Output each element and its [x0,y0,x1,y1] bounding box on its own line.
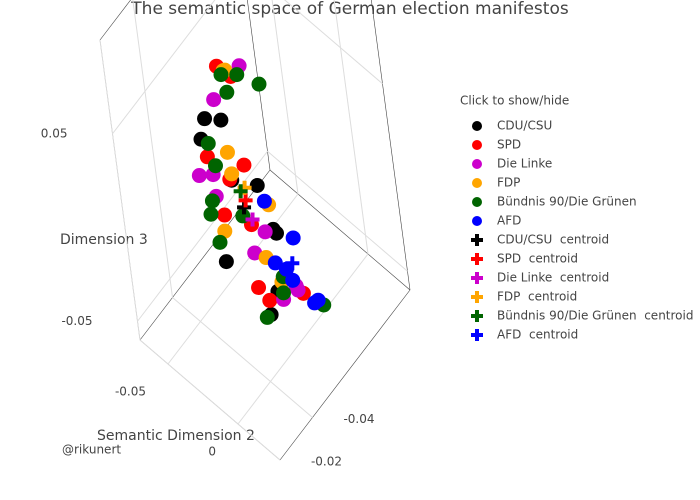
point [285,230,301,246]
grid-line [271,0,299,195]
y-tick-label: -0.04 [343,412,374,426]
legend-label[interactable]: SPD [497,138,521,152]
axis-edge [371,0,411,291]
point [247,245,263,261]
point [213,112,229,128]
centroid-marker [233,184,248,199]
point [213,67,229,83]
legend-symbol[interactable] [472,216,482,226]
point [197,111,213,127]
point [267,255,283,271]
point [217,223,233,239]
point [285,272,301,288]
x-tick-label: 0 [208,445,216,459]
point [257,224,273,240]
point [262,292,278,308]
legend-label[interactable]: Die Linke centroid [497,271,609,285]
legend-label[interactable]: AFD [497,214,521,228]
point [212,234,228,250]
grid-line [267,150,408,272]
point [219,84,235,100]
grid-line [112,0,216,135]
grid-line [99,39,141,341]
legend-label[interactable]: AFD centroid [497,328,578,342]
legend-symbol[interactable] [471,310,483,322]
grid-line [237,253,369,425]
z-axis-title: Dimension 3 [60,232,148,248]
legend-label[interactable]: FDP [497,176,520,190]
centroid-marker [238,193,253,208]
legend-label[interactable]: Bündnis 90/Die Grünen [497,195,637,209]
z-tick-label: 0.05 [41,126,68,140]
legend-symbol[interactable] [471,234,483,246]
centroid-marker [237,180,252,195]
centroid-marker [245,212,260,227]
point [208,158,223,174]
point [203,206,219,222]
grid-line [132,0,173,298]
legend-symbol[interactable] [471,291,483,303]
point [224,166,240,182]
point [236,157,252,173]
point [204,193,220,209]
point [256,193,272,209]
legend-label[interactable]: Bündnis 90/Die Grünen centroid [497,309,693,323]
grid-line [333,0,369,255]
grid-line [139,339,281,461]
legend-symbol[interactable] [472,197,482,207]
grid-line [284,0,383,85]
credit: @rikunert [62,443,121,457]
y-tick-label: -0.02 [311,455,342,469]
chart-title: The semantic space of German election ma… [130,0,569,19]
point [200,136,216,151]
legend-symbol[interactable] [471,329,483,341]
centroid-marker [285,256,300,271]
x-tick-label: -0.05 [115,385,146,399]
legend-label[interactable]: SPD centroid [497,252,578,266]
legend-symbol[interactable] [472,159,482,169]
legend-label[interactable]: FDP centroid [497,290,577,304]
legend-label[interactable]: CDU/CSU centroid [497,233,609,247]
point [310,292,326,308]
point [251,280,267,296]
point [276,285,291,301]
point [251,76,267,92]
axis-edge [247,0,271,171]
legend-symbol[interactable] [471,272,483,284]
legend-label[interactable]: Die Linke [497,157,552,171]
axis-edge [99,0,131,41]
point [218,254,234,270]
point [229,67,245,83]
legend-symbol[interactable] [472,121,482,131]
grid-line [137,150,268,322]
x-axis-title: Semantic Dimension 2 [97,428,255,444]
point [259,309,275,325]
point [217,207,233,223]
point [278,261,294,277]
legend-label[interactable]: CDU/CSU [497,119,552,133]
point [191,168,207,184]
axis-edge [139,169,271,341]
grid-line [172,297,313,418]
point [249,178,265,193]
z-tick-label: -0.05 [61,314,92,328]
legend-symbol[interactable] [472,140,482,150]
legend-title: Click to show/hide [460,94,569,108]
legend-symbol[interactable] [471,253,483,265]
point [206,92,222,108]
axis-edge [269,169,411,291]
axis-edge [279,289,411,461]
legend-symbol[interactable] [472,178,482,188]
grid-line [167,193,299,365]
point [219,144,235,160]
